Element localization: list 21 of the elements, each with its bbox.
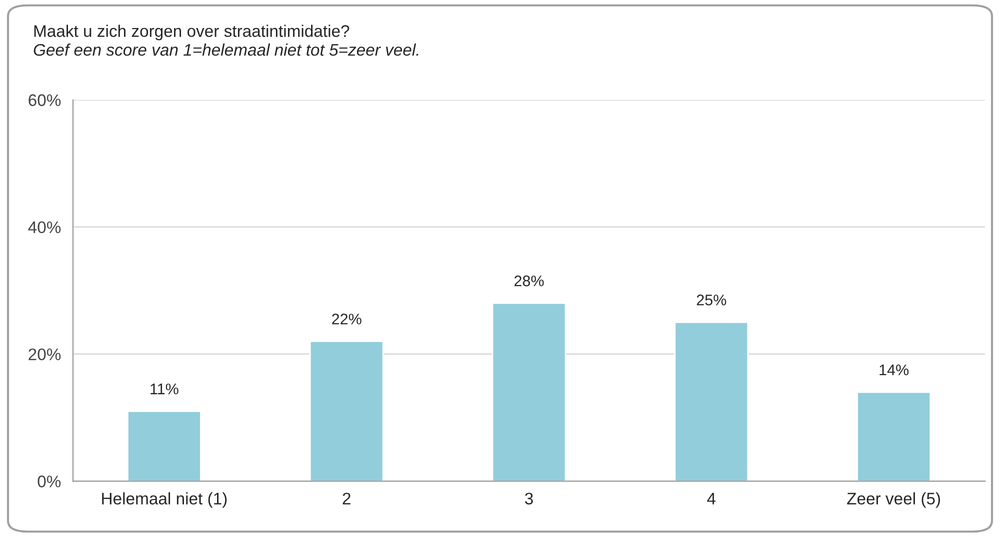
chart-title: Maakt u zich zorgen over straatintimidatie? [34,24,350,40]
y-tick-label: 60% [28,94,61,106]
x-tick-label: Helemaal niet (1) [102,492,227,508]
x-tick-label: 4 [707,492,716,504]
bar [856,391,931,482]
bar [492,302,566,482]
x-tick-label: 3 [525,492,533,505]
data-label: 22% [332,314,362,324]
data-label: 11% [150,384,178,394]
x-tick-label: 2 [342,492,350,504]
y-tick-label: 20% [28,348,61,360]
chart-subtitle: Geef een score van 1=helemaal niet tot 5=zeer veel. [34,44,418,56]
bar [309,340,384,482]
data-label: 14% [880,364,909,376]
data-label: 25% [696,294,726,306]
y-tick-label: 0% [38,476,61,488]
data-label: 28% [514,276,544,286]
bar [674,322,749,482]
bar [127,410,202,482]
x-tick-label: Zeer veel (5) [847,492,940,508]
y-tick-label: 40% [28,221,61,234]
